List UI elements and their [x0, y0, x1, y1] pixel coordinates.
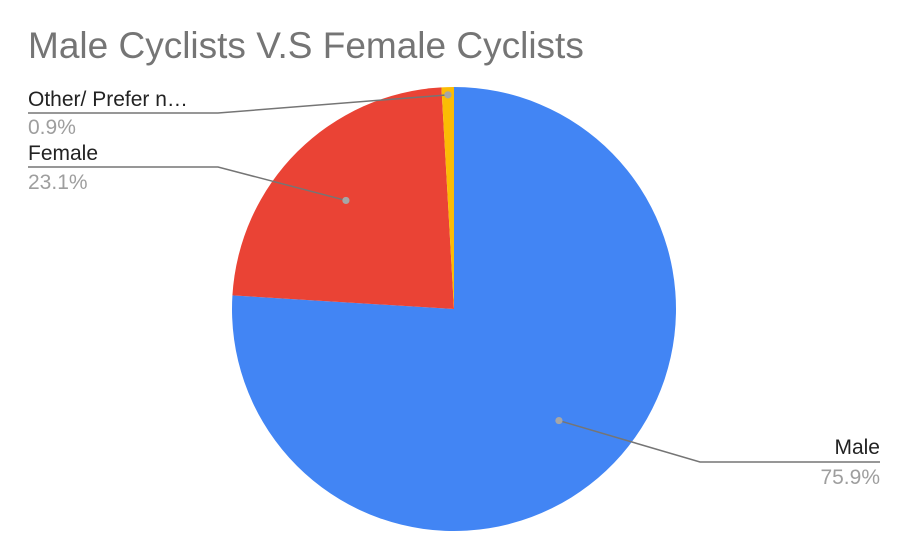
leader-dot-other-prefer-n	[444, 91, 452, 99]
slice-label-other-prefer-n: Other/ Prefer n…	[28, 88, 188, 111]
slice-value-male: 75.9%	[820, 466, 880, 489]
slice-value-other-prefer-n: 0.9%	[28, 116, 76, 139]
pie-slices	[231, 87, 677, 531]
leader-line-other-prefer-n	[28, 94, 448, 114]
leader-line-female	[28, 166, 347, 202]
slice-label-female: Female	[28, 142, 98, 165]
leader-dot-male	[555, 416, 563, 425]
slice-value-female: 23.1%	[28, 171, 88, 194]
pie-slice-other-prefer-n	[441, 87, 454, 309]
chart-title: Male Cyclists V.S Female Cyclists	[28, 25, 584, 66]
leader-dot-female	[342, 196, 350, 205]
slice-label-male: Male	[834, 436, 880, 459]
slice-labels: Other/ Prefer n… 0.9% Female 23.1% Male 75.9%	[28, 88, 880, 489]
leader-line-male	[558, 419, 880, 463]
